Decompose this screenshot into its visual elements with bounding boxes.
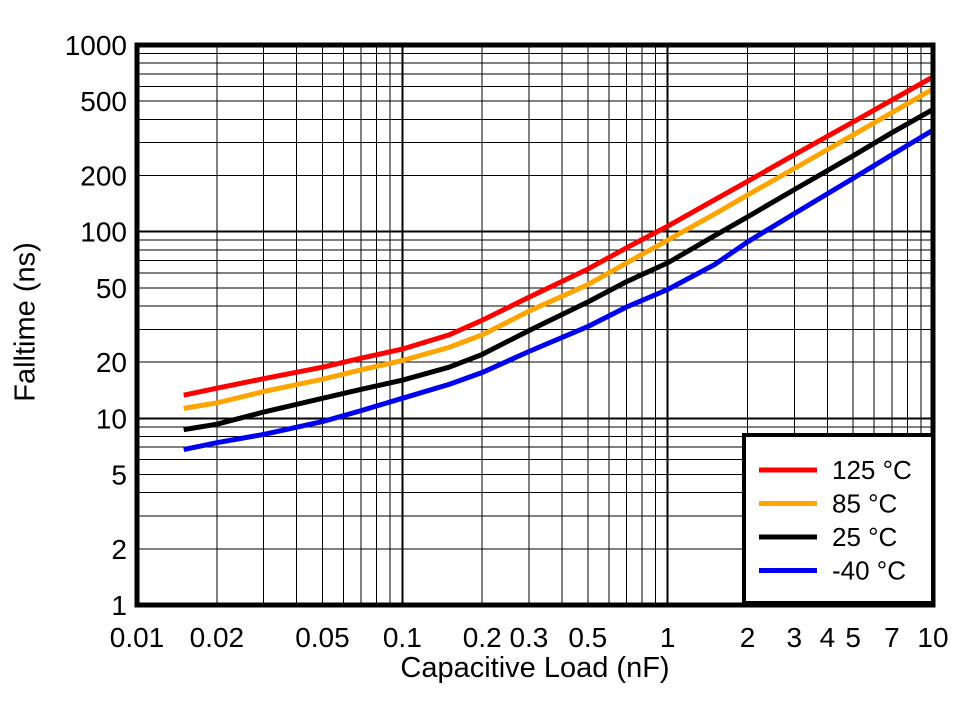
- legend-box: [742, 433, 935, 605]
- x-tick-label: 2: [740, 622, 756, 653]
- x-tick-label: 0.05: [295, 622, 350, 653]
- legend-entry: 25 °C: [759, 522, 897, 552]
- x-tick-label: 0.3: [509, 622, 548, 653]
- legend-entry: 85 °C: [759, 489, 897, 519]
- x-tick-label: 5: [845, 622, 861, 653]
- y-tick-label: 5: [111, 460, 127, 491]
- legend-label: 25 °C: [832, 522, 897, 552]
- x-tick-label: 0.2: [463, 622, 502, 653]
- y-tick-label: 1000: [65, 30, 127, 61]
- curve-125cc: [183, 74, 935, 398]
- x-tick-label: 1: [660, 622, 676, 653]
- y-tick-label: 1: [111, 590, 127, 621]
- legend-entry: 125 °C: [759, 455, 912, 485]
- x-axis-title: Capacitive Load (nF): [400, 652, 670, 684]
- x-tick-label: 7: [884, 622, 900, 653]
- tick-labels: 0.01 0.02 0.05 0.1 0.2 0.3 0.5 1 2 3 4 5 7 1010005002…: [65, 30, 949, 653]
- y-tick-label: 50: [96, 273, 127, 304]
- y-tick-label: 200: [80, 160, 127, 191]
- x-tick-label: 10: [917, 622, 948, 653]
- legend-label: 125 °C: [832, 455, 912, 485]
- legend-label: 85 °C: [832, 489, 897, 519]
- y-tick-label: 20: [96, 347, 127, 378]
- plot-frame: [134, 42, 936, 608]
- legend: 125 °C 85 °C25 °C -40 °C: [742, 433, 935, 605]
- legend-label: -40 °C: [832, 556, 906, 586]
- y-tick-label: 2: [111, 534, 127, 565]
- y-tick-label: 100: [80, 217, 127, 248]
- x-tick-label: 4: [820, 622, 836, 653]
- y-axis-title: Falltime (ns): [9, 242, 42, 402]
- x-tick-label: 0.02: [190, 622, 245, 653]
- curve-85cc: [183, 86, 935, 411]
- legend-entry: -40 °C: [759, 556, 906, 586]
- x-tick-label: 0.01: [110, 622, 165, 653]
- curves-layer: [183, 74, 935, 453]
- y-tick-label: 500: [80, 86, 127, 117]
- x-tick-label: 0.5: [568, 622, 607, 653]
- curve-25cc: [183, 107, 935, 433]
- y-tick-label: 10: [96, 403, 127, 434]
- curve--40cc: [183, 127, 935, 453]
- x-tick-label: 0.1: [383, 622, 422, 653]
- x-tick-label: 3: [786, 622, 802, 653]
